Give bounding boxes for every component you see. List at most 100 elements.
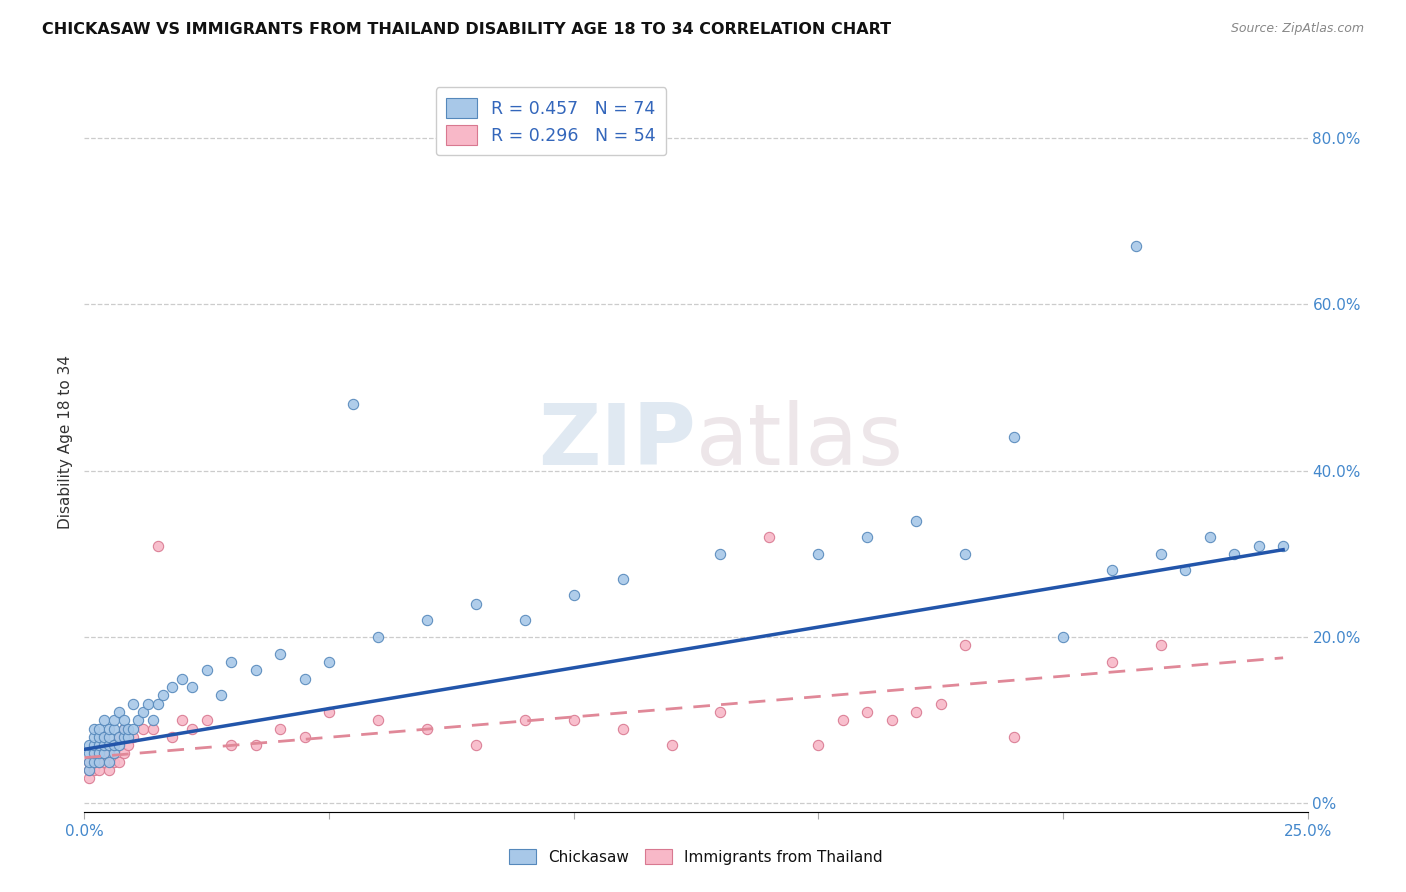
Point [93, 747, 115, 761]
Point [77, 763, 100, 777]
Point [83, 747, 105, 761]
Point [758, 530, 780, 544]
Point [77, 747, 100, 761]
Point [112, 713, 135, 727]
Point [953, 638, 976, 652]
Point [562, 589, 585, 603]
Point [97, 722, 120, 736]
Point [562, 713, 585, 727]
Point [93, 730, 115, 744]
Point [172, 672, 194, 686]
Point [269, 722, 291, 736]
Point [93, 738, 115, 752]
Point [93, 713, 115, 727]
Point [1223, 547, 1246, 561]
Point [856, 705, 879, 719]
Point [367, 713, 389, 727]
Point [77, 772, 100, 786]
Point [77, 755, 100, 769]
Point [152, 688, 174, 702]
Point [856, 530, 879, 544]
Point [172, 713, 194, 727]
Point [1272, 539, 1295, 553]
Point [83, 747, 105, 761]
Point [807, 547, 830, 561]
Text: atlas: atlas [696, 400, 904, 483]
Point [103, 747, 125, 761]
Point [1002, 430, 1025, 444]
Point [122, 722, 145, 736]
Point [513, 614, 536, 628]
Point [93, 730, 115, 744]
Point [97, 747, 120, 761]
Point [1247, 539, 1270, 553]
Point [107, 730, 129, 744]
Point [112, 722, 135, 736]
Legend: Chickasaw, Immigrants from Thailand: Chickasaw, Immigrants from Thailand [503, 843, 889, 871]
Point [294, 730, 316, 744]
Point [142, 713, 165, 727]
Point [103, 738, 125, 752]
Point [1101, 655, 1123, 669]
Point [117, 738, 139, 752]
Point [612, 722, 634, 736]
Point [77, 755, 100, 769]
Point [83, 763, 105, 777]
Point [87, 747, 110, 761]
Point [342, 397, 364, 411]
Point [709, 547, 731, 561]
Point [142, 722, 165, 736]
Point [77, 763, 100, 777]
Point [107, 738, 129, 752]
Point [83, 755, 105, 769]
Point [97, 755, 120, 769]
Point [83, 755, 105, 769]
Point [87, 755, 110, 769]
Point [117, 730, 139, 744]
Point [97, 738, 120, 752]
Point [880, 713, 903, 727]
Point [93, 747, 115, 761]
Point [117, 722, 139, 736]
Point [97, 738, 120, 752]
Point [83, 722, 105, 736]
Point [1002, 730, 1025, 744]
Point [87, 730, 110, 744]
Point [146, 697, 169, 711]
Point [807, 738, 830, 752]
Point [416, 722, 439, 736]
Point [367, 630, 389, 644]
Point [219, 738, 242, 752]
Point [1101, 564, 1123, 578]
Point [107, 755, 129, 769]
Point [162, 730, 184, 744]
Point [929, 697, 952, 711]
Point [612, 572, 634, 586]
Point [464, 597, 486, 611]
Point [87, 722, 110, 736]
Y-axis label: Disability Age 18 to 34: Disability Age 18 to 34 [58, 354, 73, 529]
Point [905, 514, 928, 528]
Point [122, 697, 145, 711]
Point [93, 755, 115, 769]
Point [122, 730, 145, 744]
Point [709, 705, 731, 719]
Point [1150, 547, 1173, 561]
Point [87, 763, 110, 777]
Point [318, 705, 340, 719]
Point [464, 738, 486, 752]
Point [107, 730, 129, 744]
Point [905, 705, 928, 719]
Point [136, 697, 159, 711]
Point [107, 705, 129, 719]
Point [195, 663, 218, 677]
Point [318, 655, 340, 669]
Point [1052, 630, 1074, 644]
Point [1174, 564, 1197, 578]
Point [146, 539, 169, 553]
Point [103, 713, 125, 727]
Point [112, 722, 135, 736]
Point [112, 730, 135, 744]
Point [245, 663, 267, 677]
Point [83, 730, 105, 744]
